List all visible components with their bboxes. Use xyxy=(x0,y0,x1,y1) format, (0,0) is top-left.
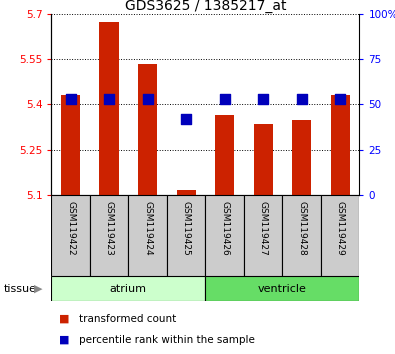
Bar xyxy=(292,120,311,195)
Text: ■: ■ xyxy=(59,335,70,345)
Point xyxy=(183,116,189,122)
Bar xyxy=(205,195,244,276)
Text: GSM119426: GSM119426 xyxy=(220,201,229,256)
Point xyxy=(260,96,266,102)
Point xyxy=(337,96,343,102)
Bar xyxy=(90,195,128,276)
Point xyxy=(145,96,151,102)
Title: GDS3625 / 1385217_at: GDS3625 / 1385217_at xyxy=(125,0,286,13)
Bar xyxy=(51,276,205,301)
Bar xyxy=(51,195,90,276)
Text: GSM119423: GSM119423 xyxy=(105,201,114,256)
Text: GSM119428: GSM119428 xyxy=(297,201,306,256)
Point xyxy=(222,96,228,102)
Text: GSM119425: GSM119425 xyxy=(182,201,191,256)
Text: GSM119429: GSM119429 xyxy=(336,201,345,256)
Bar xyxy=(167,195,205,276)
Point xyxy=(106,96,112,102)
Bar xyxy=(321,195,359,276)
Bar xyxy=(254,124,273,195)
Bar xyxy=(205,276,359,301)
Bar xyxy=(61,95,80,195)
Bar xyxy=(177,190,196,195)
Bar xyxy=(128,195,167,276)
Text: tissue: tissue xyxy=(4,284,37,293)
Bar xyxy=(244,195,282,276)
Point xyxy=(299,96,305,102)
Text: atrium: atrium xyxy=(110,284,147,293)
Bar xyxy=(282,195,321,276)
Text: ventricle: ventricle xyxy=(258,284,307,293)
Bar xyxy=(331,95,350,195)
Text: GSM119427: GSM119427 xyxy=(259,201,268,256)
Text: ▶: ▶ xyxy=(34,284,42,293)
Text: GSM119422: GSM119422 xyxy=(66,201,75,256)
Text: GSM119424: GSM119424 xyxy=(143,201,152,256)
Bar xyxy=(138,64,157,195)
Text: ■: ■ xyxy=(59,314,70,324)
Point xyxy=(68,96,74,102)
Text: transformed count: transformed count xyxy=(79,314,176,324)
Bar xyxy=(100,22,119,195)
Text: percentile rank within the sample: percentile rank within the sample xyxy=(79,335,255,345)
Bar xyxy=(215,115,234,195)
